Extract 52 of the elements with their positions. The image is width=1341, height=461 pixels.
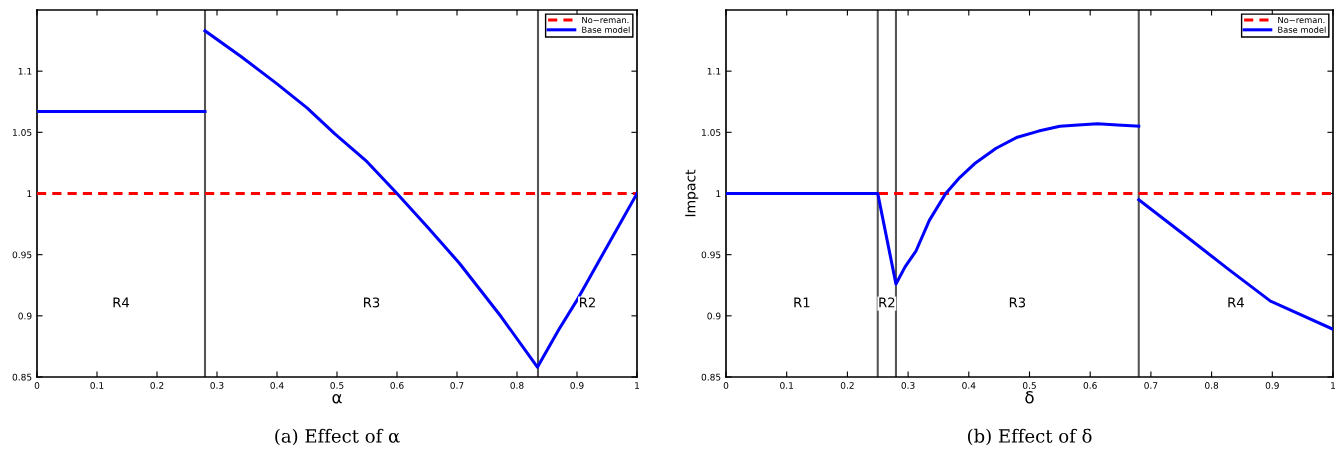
x-tick-label: 0 bbox=[34, 382, 40, 389]
x-tick-label: 0.1 bbox=[780, 382, 794, 389]
x-tick-label: 0.7 bbox=[450, 382, 464, 389]
x-tick-label: 0.3 bbox=[901, 382, 915, 389]
y-tick-label: 1 bbox=[716, 190, 721, 197]
legend-label: No−reman. bbox=[582, 16, 629, 24]
x-tick-label: 0.7 bbox=[1144, 382, 1158, 389]
y-tick-label: 1.05 bbox=[702, 129, 721, 136]
y-tick-label: 1.1 bbox=[707, 68, 721, 75]
x-tick-label: 0.9 bbox=[1265, 382, 1279, 389]
x-tick-label: 0.4 bbox=[962, 382, 976, 389]
line-series bbox=[1137, 198, 1333, 331]
annotation: R3 bbox=[364, 297, 380, 308]
annotation: R4 bbox=[1228, 297, 1244, 308]
annotation: R1 bbox=[794, 297, 810, 308]
x-tick-label: 0.8 bbox=[510, 382, 524, 389]
y-tick-label: 0.85 bbox=[701, 373, 721, 381]
annotation: R2 bbox=[580, 297, 595, 308]
x-tick-label: 0.2 bbox=[840, 382, 854, 389]
text: (a) Effect of α bbox=[275, 428, 400, 446]
annotation: R4 bbox=[113, 297, 130, 308]
x-axis-title: δ bbox=[1025, 390, 1034, 404]
legend-label: No−reman. bbox=[1278, 16, 1325, 24]
x-tick-label: 0.5 bbox=[330, 382, 344, 389]
y-tick-label: 1.05 bbox=[13, 129, 32, 136]
x-tick-label: 0.1 bbox=[90, 382, 104, 389]
y-tick-label: 0.95 bbox=[701, 251, 721, 259]
x-tick-label: 0.9 bbox=[570, 382, 584, 389]
x-tick-label: 0.2 bbox=[150, 382, 164, 389]
y-tick-label: 0.85 bbox=[12, 373, 32, 381]
x-tick-label: 0.8 bbox=[1205, 382, 1219, 389]
x-tick-label: 0 bbox=[723, 382, 729, 389]
y-axis-title: Impact bbox=[685, 169, 699, 217]
legend-label: Base model bbox=[582, 26, 630, 33]
y-tick-label: 0.95 bbox=[12, 251, 32, 259]
line-series bbox=[726, 122, 1141, 286]
annotation: R3 bbox=[1009, 297, 1026, 308]
x-axis-title: α bbox=[332, 393, 342, 404]
y-tick-label: 0.9 bbox=[707, 312, 721, 320]
x-tick-label: 0.4 bbox=[270, 382, 284, 389]
x-tick-label: 1 bbox=[1331, 382, 1336, 389]
x-tick-label: 1 bbox=[635, 382, 640, 389]
annotation: R2 bbox=[879, 297, 895, 308]
y-tick-label: 1 bbox=[27, 190, 32, 197]
x-tick-label: 0.3 bbox=[210, 382, 224, 389]
text: (b) Effect of δ bbox=[967, 428, 1092, 446]
y-tick-label: 0.9 bbox=[18, 312, 32, 320]
x-tick-label: 0.5 bbox=[1022, 382, 1036, 389]
y-tick-label: 1.1 bbox=[18, 68, 32, 75]
x-tick-label: 0.6 bbox=[390, 382, 404, 389]
x-tick-label: 0.6 bbox=[1083, 382, 1097, 389]
legend-label: Base model bbox=[1278, 26, 1326, 33]
